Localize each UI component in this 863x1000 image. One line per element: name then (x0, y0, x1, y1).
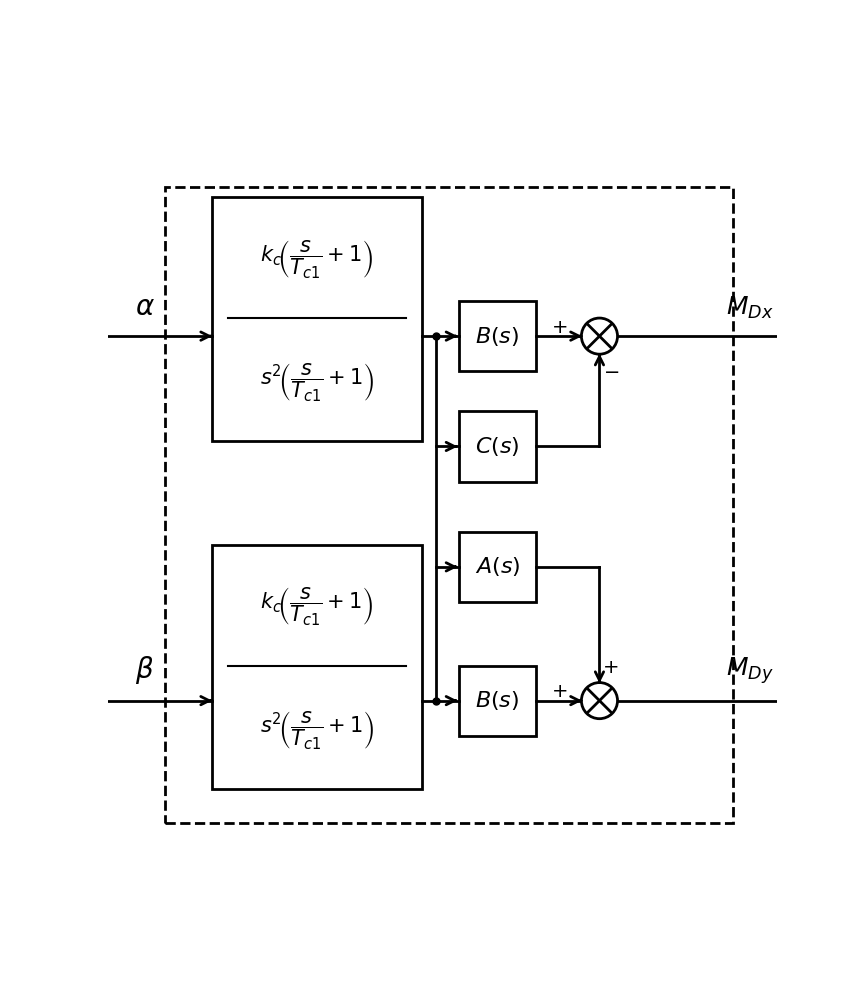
FancyBboxPatch shape (459, 411, 536, 482)
Text: $k_c\!\left(\dfrac{s}{T_{c1}}+1\right)$: $k_c\!\left(\dfrac{s}{T_{c1}}+1\right)$ (261, 239, 374, 281)
FancyBboxPatch shape (211, 545, 422, 789)
Text: $M_{Dy}$: $M_{Dy}$ (726, 655, 774, 686)
Text: +: + (603, 658, 620, 677)
FancyBboxPatch shape (211, 197, 422, 441)
FancyBboxPatch shape (459, 301, 536, 371)
Text: $B(s)$: $B(s)$ (476, 689, 520, 712)
Text: $\alpha$: $\alpha$ (135, 293, 154, 321)
Text: $M_{Dx}$: $M_{Dx}$ (726, 295, 774, 321)
Text: $k_c\!\left(\dfrac{s}{T_{c1}}+1\right)$: $k_c\!\left(\dfrac{s}{T_{c1}}+1\right)$ (261, 586, 374, 628)
Circle shape (582, 683, 618, 719)
Text: $A(s)$: $A(s)$ (475, 555, 520, 578)
Text: +: + (551, 682, 568, 701)
Text: $-$: $-$ (603, 361, 620, 380)
Text: $s^2\!\left(\dfrac{s}{T_{c1}}+1\right)$: $s^2\!\left(\dfrac{s}{T_{c1}}+1\right)$ (260, 362, 374, 404)
Text: +: + (551, 318, 568, 337)
FancyBboxPatch shape (459, 666, 536, 736)
Text: $C(s)$: $C(s)$ (476, 435, 520, 458)
Text: $s^2\!\left(\dfrac{s}{T_{c1}}+1\right)$: $s^2\!\left(\dfrac{s}{T_{c1}}+1\right)$ (260, 710, 374, 752)
Circle shape (582, 318, 618, 354)
FancyBboxPatch shape (459, 532, 536, 602)
Text: $\beta$: $\beta$ (135, 654, 154, 686)
Text: $B(s)$: $B(s)$ (476, 325, 520, 348)
